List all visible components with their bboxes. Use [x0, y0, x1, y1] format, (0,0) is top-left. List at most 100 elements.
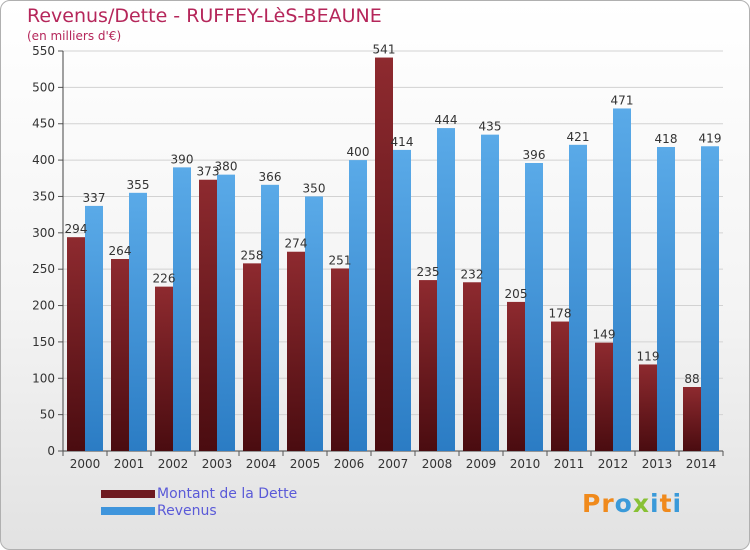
- data-label-revenus: 435: [479, 120, 502, 134]
- bar-revenus-2002: [173, 167, 191, 451]
- x-tick-label: 2006: [334, 457, 365, 471]
- y-tick-label: 200: [32, 299, 55, 313]
- logo-letter: r: [601, 489, 615, 518]
- data-label-dette: 149: [593, 328, 616, 342]
- logo-letter: P: [582, 489, 602, 518]
- bar-dette-2002: [155, 286, 173, 451]
- data-label-dette: 88: [684, 372, 699, 386]
- x-tick-label: 2005: [290, 457, 321, 471]
- x-tick-label: 2004: [246, 457, 277, 471]
- logo-letter: x: [632, 489, 650, 518]
- data-label-revenus: 471: [611, 93, 634, 107]
- y-tick-label: 50: [40, 408, 55, 422]
- x-tick-label: 2013: [642, 457, 673, 471]
- data-label-revenus: 380: [215, 160, 238, 174]
- data-label-dette: 541: [373, 43, 396, 57]
- x-tick-label: 2000: [70, 457, 101, 471]
- bar-revenus-2003: [217, 174, 235, 452]
- bar-dette-2004: [243, 263, 261, 451]
- legend-label-revenus: Revenus: [157, 503, 217, 519]
- data-label-dette: 226: [153, 272, 176, 286]
- data-label-revenus: 366: [259, 170, 282, 184]
- bar-dette-2010: [507, 301, 525, 451]
- chart-title: Revenus/Dette - RUFFEY-LèS-BEAUNE: [27, 5, 382, 27]
- bar-dette-2014: [683, 387, 701, 451]
- data-label-dette: 235: [417, 265, 440, 279]
- bar-dette-2008: [419, 280, 437, 451]
- bar-dette-2003: [199, 179, 217, 451]
- data-label-revenus: 350: [303, 181, 326, 195]
- logo-letter: i: [672, 489, 683, 518]
- y-tick-label: 500: [32, 80, 55, 94]
- y-tick-label: 300: [32, 226, 55, 240]
- bar-revenus-2004: [261, 184, 279, 451]
- data-label-dette: 294: [65, 222, 88, 236]
- bar-revenus-2007: [393, 149, 411, 451]
- logo-letter: o: [614, 489, 633, 518]
- bar-revenus-2011: [569, 144, 587, 451]
- logo-letter: t: [659, 489, 673, 518]
- bar-dette-2007: [375, 57, 393, 451]
- bar-revenus-2006: [349, 160, 367, 451]
- y-tick-label: 100: [32, 371, 55, 385]
- data-label-dette: 264: [109, 244, 132, 258]
- data-label-revenus: 414: [391, 135, 414, 149]
- y-tick-label: 450: [32, 117, 55, 131]
- legend-label-dette: Montant de la Dette: [157, 486, 298, 502]
- y-tick-label: 400: [32, 153, 55, 167]
- data-label-dette: 274: [285, 237, 308, 251]
- y-tick-label: 350: [32, 189, 55, 203]
- x-tick-label: 2014: [686, 457, 717, 471]
- data-label-dette: 205: [505, 287, 528, 301]
- data-label-revenus: 400: [347, 145, 370, 159]
- bar-revenus-2013: [657, 147, 675, 451]
- proxiti-logo: Proxiti: [582, 489, 682, 518]
- bar-dette-2001: [111, 259, 129, 451]
- data-label-revenus: 418: [655, 132, 678, 146]
- data-label-revenus: 390: [171, 152, 194, 166]
- y-tick-label: 150: [32, 335, 55, 349]
- bar-revenus-2008: [437, 128, 455, 451]
- bar-revenus-2012: [613, 108, 631, 452]
- legend-swatch-dette: [101, 490, 155, 498]
- bar-dette-2000: [67, 237, 85, 451]
- data-label-revenus: 396: [523, 148, 546, 162]
- x-tick-label: 2003: [202, 457, 233, 471]
- bar-revenus-2005: [305, 196, 323, 451]
- bar-dette-2011: [551, 321, 569, 451]
- x-tick-label: 2010: [510, 457, 541, 471]
- data-label-revenus: 337: [83, 191, 106, 205]
- y-tick-label: 550: [32, 44, 55, 58]
- data-label-dette: 178: [549, 307, 572, 321]
- data-label-revenus: 355: [127, 178, 150, 192]
- bar-dette-2009: [463, 282, 481, 451]
- x-tick-label: 2008: [422, 457, 453, 471]
- data-label-revenus: 444: [435, 113, 458, 127]
- x-tick-label: 2009: [466, 457, 497, 471]
- x-tick-label: 2001: [114, 457, 145, 471]
- data-label-revenus: 419: [699, 131, 722, 145]
- data-label-dette: 119: [637, 349, 660, 363]
- bar-revenus-2009: [481, 134, 499, 452]
- data-label-dette: 258: [241, 248, 264, 262]
- y-tick-label: 250: [32, 262, 55, 276]
- bar-dette-2013: [639, 364, 657, 451]
- x-tick-label: 2007: [378, 457, 409, 471]
- data-label-dette: 251: [329, 253, 352, 267]
- logo-letter: i: [650, 489, 660, 518]
- x-tick-label: 2012: [598, 457, 629, 471]
- bar-dette-2005: [287, 251, 305, 451]
- legend-swatch-revenus: [101, 507, 155, 515]
- x-tick-label: 2011: [554, 457, 585, 471]
- data-label-dette: 373: [197, 165, 220, 179]
- y-tick-label: 0: [47, 444, 55, 458]
- bar-dette-2012: [595, 342, 613, 451]
- data-label-dette: 232: [461, 267, 484, 281]
- data-label-revenus: 421: [567, 130, 590, 144]
- bar-revenus-2014: [701, 146, 719, 452]
- bar-dette-2006: [331, 268, 349, 451]
- bar-revenus-2001: [129, 192, 147, 451]
- x-tick-label: 2002: [158, 457, 189, 471]
